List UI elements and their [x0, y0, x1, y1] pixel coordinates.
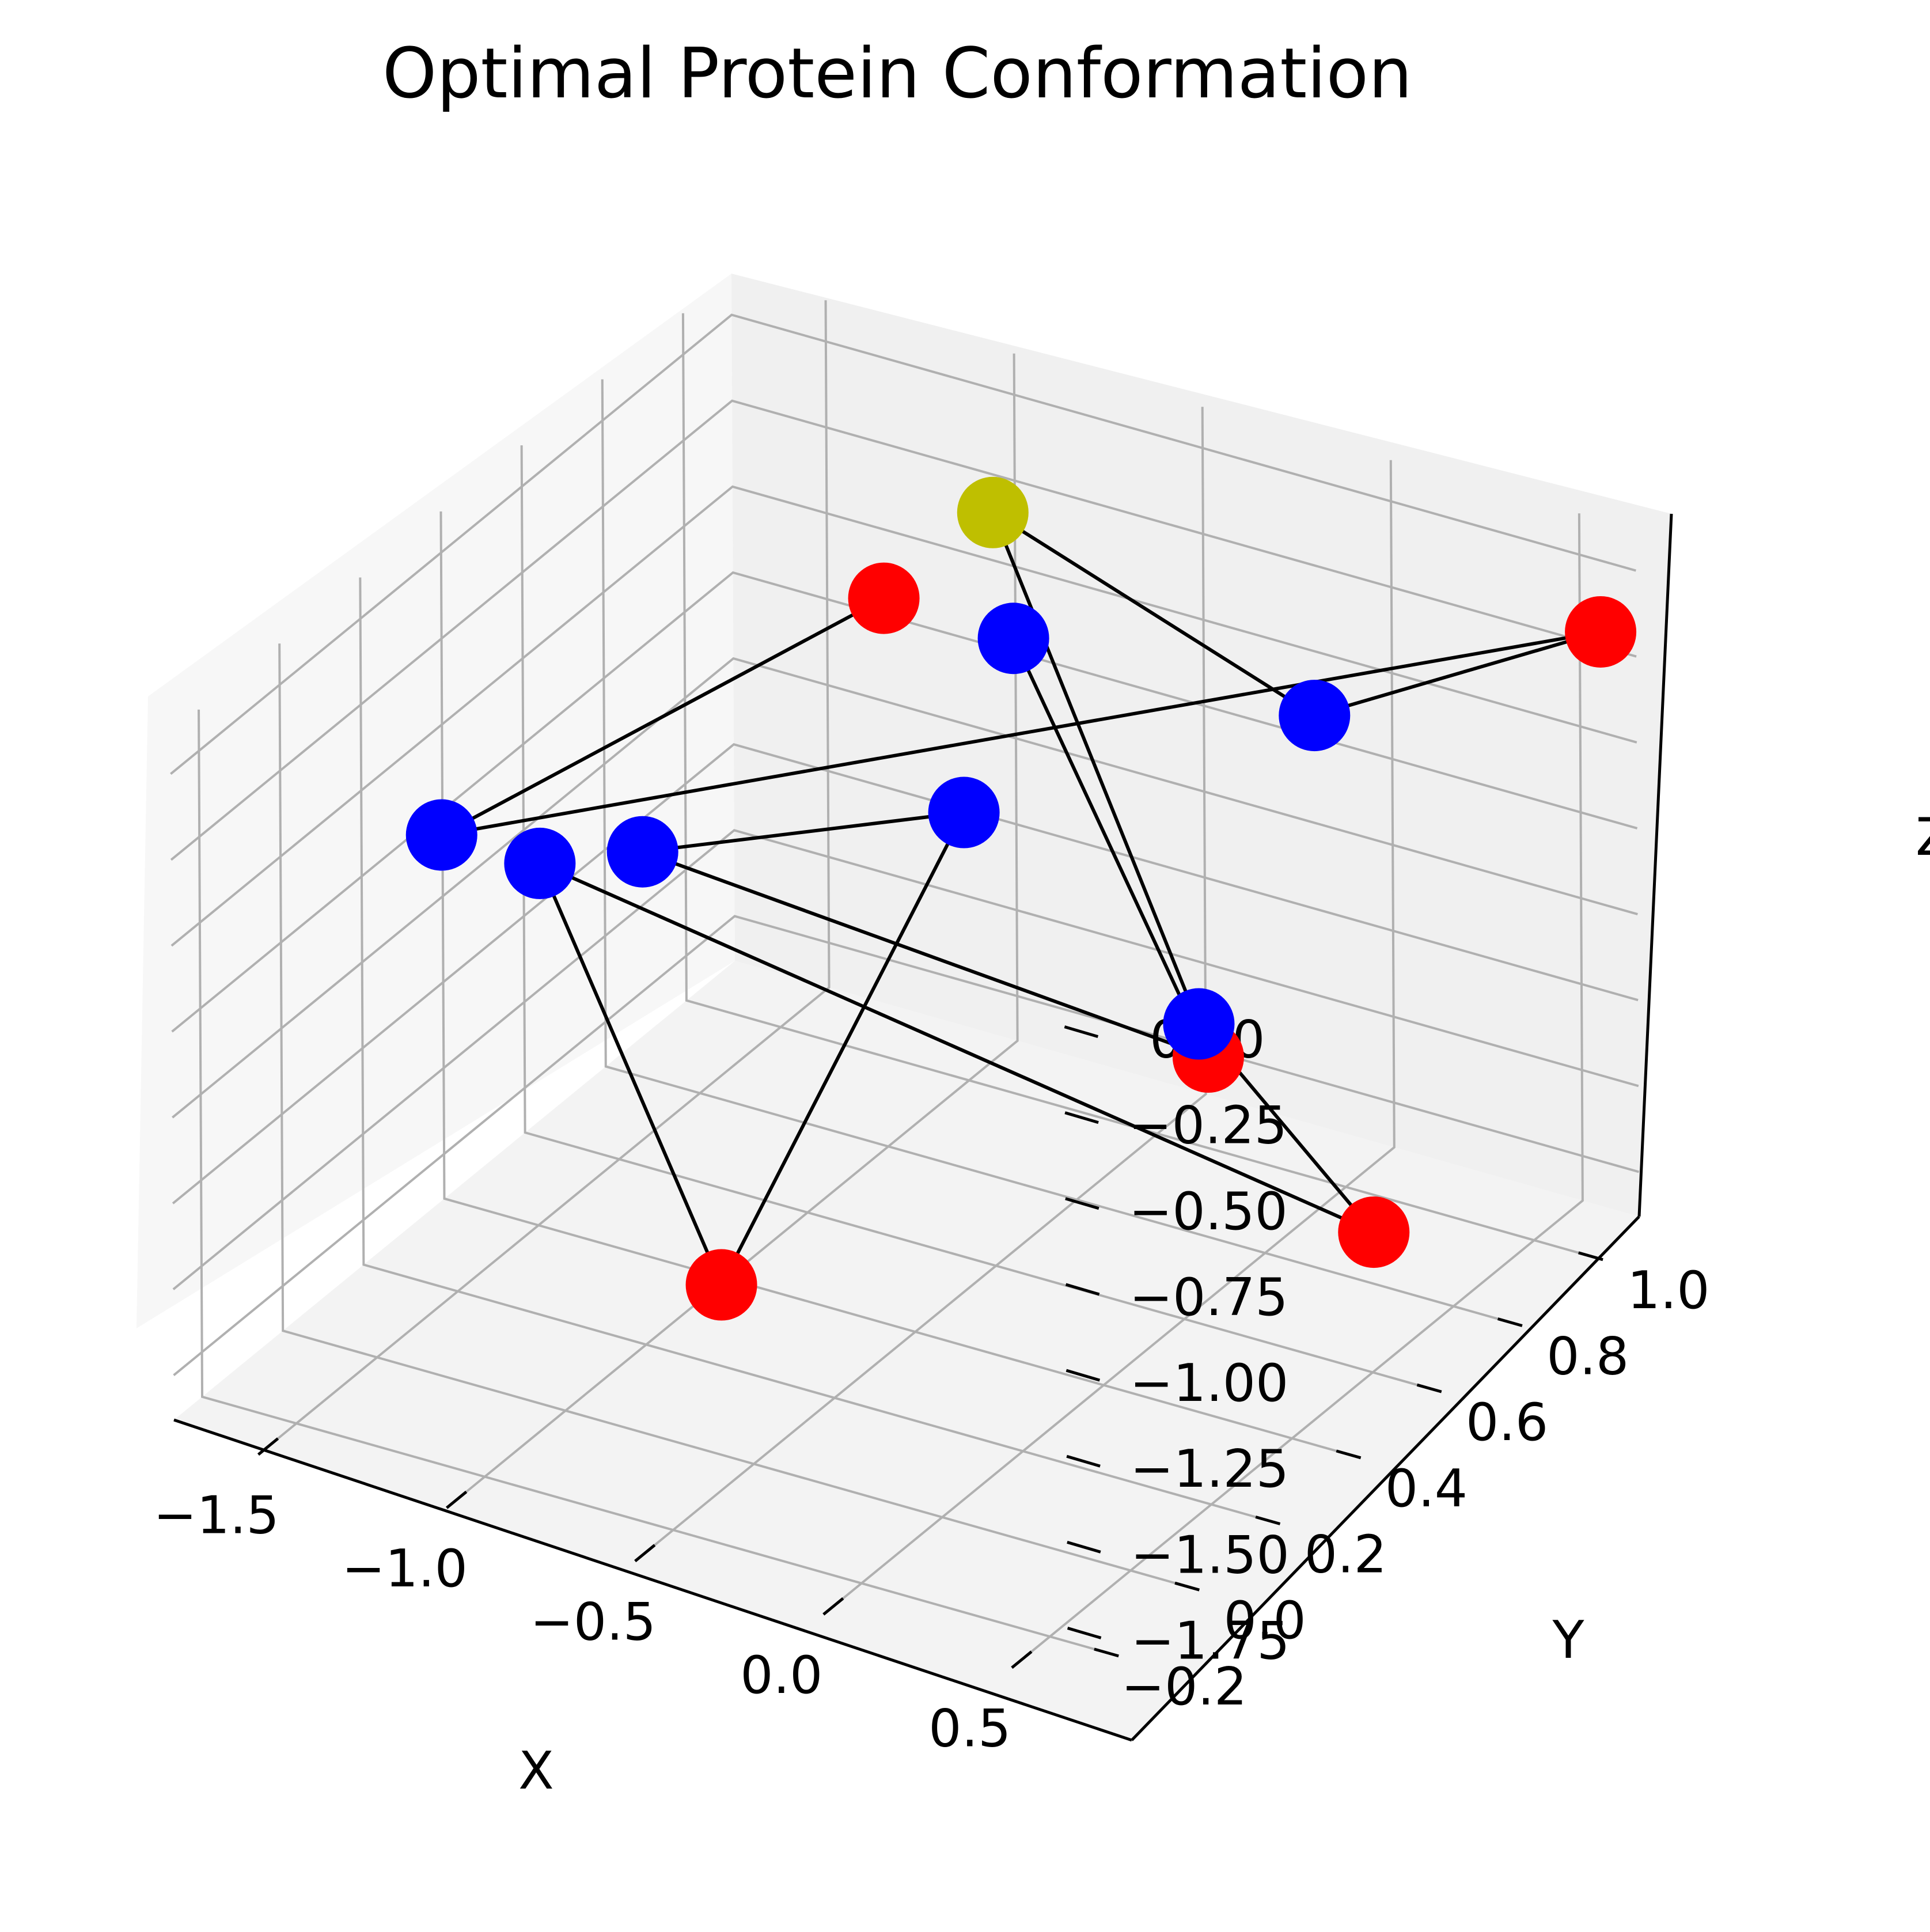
y-gridline: [359, 577, 1268, 1522]
residue-point-H: [606, 816, 678, 888]
y-tick: [1416, 1383, 1442, 1393]
x-tick: [634, 1544, 656, 1563]
z-tick-label: −1.25: [1130, 1439, 1289, 1499]
z-tick-label: −1.75: [1131, 1611, 1290, 1671]
z-tick: [1066, 1454, 1101, 1468]
bond-line: [992, 511, 1315, 717]
residue-point-H: [928, 776, 1000, 848]
residue-point-P: [1338, 1196, 1410, 1268]
z-tick: [1065, 1283, 1100, 1296]
z-tick: [1064, 1025, 1099, 1038]
x-tick: [822, 1597, 844, 1616]
x-tick-label: 0.5: [928, 1698, 1011, 1759]
residue-point-C: [957, 476, 1029, 548]
axis-ticks: −1.5−1.0−0.50.00.5−0.20.00.20.40.60.81.0…: [153, 1010, 1709, 1759]
z-gridline: [170, 485, 1637, 947]
x-tick-label: −1.5: [153, 1485, 279, 1545]
chart-title: Optimal Protein Conformation: [382, 34, 1412, 114]
y-tick: [1094, 1647, 1119, 1658]
residue-point-P: [685, 1249, 757, 1321]
x-axis-label: X: [518, 1741, 554, 1801]
bond-line: [441, 630, 1601, 837]
z-tick-label: −0.25: [1128, 1096, 1287, 1156]
bond-line: [991, 512, 1201, 1025]
x-tick: [446, 1490, 468, 1509]
x-tick-label: 0.0: [740, 1645, 822, 1706]
bond-line: [539, 862, 1375, 1234]
backbone-bonds: [441, 511, 1601, 1286]
residue-point-H: [405, 799, 477, 871]
residue-point-H: [1163, 988, 1235, 1060]
z-tick: [1066, 1369, 1101, 1382]
residue-point-H: [1279, 680, 1351, 752]
z-gridline: [172, 657, 1638, 1119]
x-gridline: [832, 460, 1396, 1608]
x-gridline: [644, 407, 1207, 1554]
residue-point-P: [1565, 596, 1637, 668]
bond-line: [642, 850, 1209, 1059]
y-tick-label: 0.4: [1385, 1459, 1468, 1519]
axes-panes: [136, 274, 1671, 1740]
y-gridline: [278, 643, 1188, 1588]
y-tick-label: 0.8: [1546, 1326, 1629, 1387]
y-gridline: [198, 709, 1107, 1654]
y-tick: [1578, 1251, 1603, 1262]
z-gridline: [172, 743, 1639, 1204]
y-tick-label: −0.2: [1121, 1657, 1248, 1717]
residue-point-H: [504, 827, 576, 899]
z-pane: [174, 961, 1639, 1740]
residue-point-H: [977, 603, 1049, 675]
y-tick: [1174, 1581, 1200, 1592]
y-axis-label: Y: [1552, 1610, 1585, 1670]
y-tick-label: 0.0: [1224, 1590, 1306, 1651]
z-axis-line: [1637, 513, 1673, 1217]
y-axis-line: [1131, 1215, 1640, 1741]
labels: Optimal Protein Conformation X Y Z: [382, 34, 1930, 1801]
residue-points: [405, 476, 1637, 1321]
bond-line: [719, 812, 966, 1286]
grid-lines: [170, 300, 1640, 1661]
x-tick-label: −1.0: [342, 1539, 468, 1599]
z-tick: [1067, 1540, 1101, 1554]
y-tick: [1255, 1516, 1281, 1525]
z-gridline: [173, 915, 1640, 1377]
z-gridline: [170, 399, 1637, 861]
x-tick-label: −0.5: [530, 1592, 656, 1652]
z-tick: [1065, 1197, 1099, 1210]
y-tick: [1336, 1449, 1362, 1460]
x-gridline: [1021, 513, 1584, 1661]
bond-line: [538, 862, 723, 1286]
z-axis-label: Z: [1916, 807, 1930, 867]
x-axis-line: [173, 1418, 1132, 1742]
residue-point-P: [848, 562, 920, 634]
y-gridline: [681, 313, 1591, 1257]
x-tick: [257, 1437, 279, 1456]
bond-line: [441, 596, 885, 837]
z-gridline: [172, 829, 1639, 1290]
z-tick-label: −1.50: [1131, 1525, 1290, 1585]
y-gridline: [601, 379, 1511, 1324]
bond-line: [642, 810, 964, 854]
y-tick-label: 0.6: [1466, 1392, 1548, 1453]
z-gridline: [170, 313, 1636, 775]
bond-line: [1314, 630, 1601, 717]
z-tick: [1064, 1111, 1099, 1124]
z-tick-label: −0.50: [1129, 1181, 1288, 1242]
y-tick-label: 1.0: [1627, 1260, 1709, 1321]
y-tick: [1497, 1317, 1523, 1327]
y-gridline: [520, 445, 1430, 1390]
bond-line: [1011, 637, 1210, 1058]
axis-lines: [173, 513, 1673, 1742]
x-gridline: [456, 353, 1019, 1501]
z-tick-label: −1.00: [1129, 1353, 1288, 1414]
z-tick: [1067, 1627, 1102, 1639]
x-tick: [1011, 1650, 1033, 1669]
z-tick-label: −0.75: [1129, 1267, 1288, 1328]
x-gridline: [267, 300, 831, 1448]
y-tick-label: 0.2: [1305, 1525, 1387, 1585]
y-gridline: [439, 511, 1349, 1456]
